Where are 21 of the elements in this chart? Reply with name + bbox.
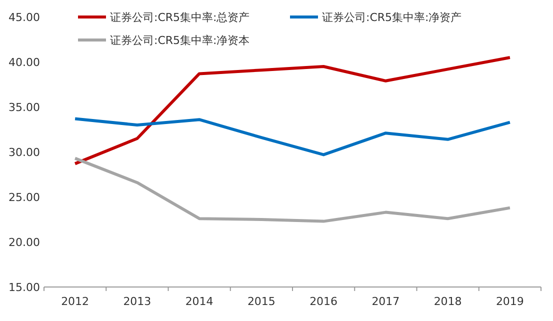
y-tick-label: 35.00 — [8, 101, 40, 114]
y-tick-label: 25.00 — [8, 191, 40, 204]
y-tick-label: 20.00 — [8, 236, 40, 249]
x-tick-label: 2018 — [434, 295, 462, 308]
x-tick-label: 2014 — [185, 295, 214, 308]
line-series — [74, 156, 512, 223]
x-tick-label: 2017 — [372, 295, 400, 308]
x-tick-label: 2013 — [123, 295, 152, 308]
line-series — [74, 117, 512, 156]
y-tick-label: 30.00 — [8, 146, 40, 159]
x-tick-label: 2012 — [61, 295, 90, 308]
y-tick-label: 45.00 — [8, 11, 40, 24]
x-tick-label: 2016 — [310, 295, 338, 308]
x-tick-label: 2015 — [247, 295, 276, 308]
legend-label: 证券公司:CR5集中率:净资本 — [110, 34, 250, 47]
y-tick-label: 15.00 — [8, 281, 40, 294]
x-tick-label: 2019 — [496, 295, 524, 308]
line-series — [74, 56, 512, 166]
legend-label: 证券公司:CR5集中率:总资产 — [110, 11, 250, 24]
legend-label: 证券公司:CR5集中率:净资产 — [322, 11, 462, 24]
y-tick-label: 40.00 — [8, 56, 40, 69]
